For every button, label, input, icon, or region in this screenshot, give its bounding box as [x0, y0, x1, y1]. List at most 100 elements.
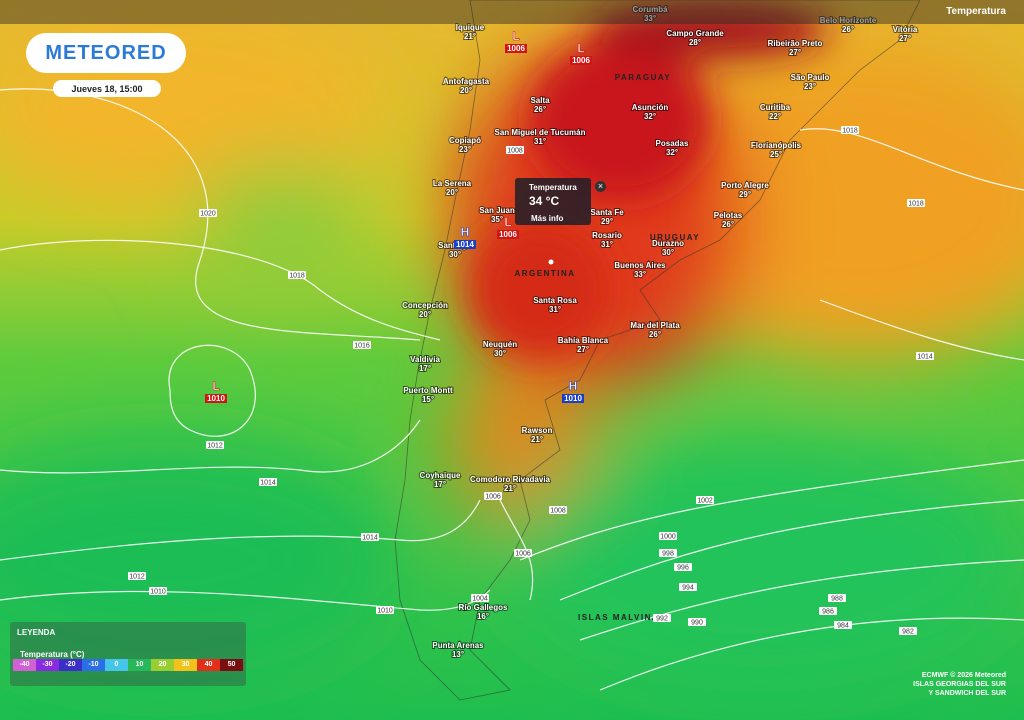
isobar-label: 1016: [354, 343, 370, 350]
logo[interactable]: METEORED: [26, 33, 186, 73]
attribution-line: ECMWF © 2026 Meteored: [921, 672, 1006, 679]
pressure-box: [570, 56, 592, 65]
city-temp: 21°: [504, 484, 516, 493]
city-temp: 32°: [644, 112, 656, 121]
legend[interactable]: LEYENDA Temperatura (°C) -40 -30 -20 -10 0 10…: [10, 622, 246, 686]
close-button[interactable]: ×: [595, 181, 606, 192]
city-name: Copiapó: [449, 136, 481, 145]
city-temp: 23°: [804, 82, 816, 91]
isobar-label-bg: [916, 352, 934, 360]
legend-tick: -10: [82, 659, 105, 671]
city-temp: 16°: [477, 612, 489, 621]
city-name: Puerto Montt: [403, 386, 453, 395]
isobar-label-bg: [514, 549, 532, 557]
pressure-type: H: [569, 379, 578, 393]
city-temp: 29°: [601, 217, 613, 226]
pressure-type: H: [461, 225, 470, 239]
city-temp: 30°: [494, 349, 506, 358]
city-name: Bahía Blanca: [558, 336, 609, 345]
isobar-label: 1002: [697, 498, 713, 505]
city-temp: 27°: [899, 34, 911, 43]
hot-core: [470, 0, 830, 360]
city-temp: 15°: [422, 395, 434, 404]
city-name: La Serena: [433, 179, 472, 188]
pressure-box: [454, 240, 476, 249]
isobar-label-bg: [819, 607, 837, 615]
city-name: Posadas: [656, 139, 689, 148]
isobar-label: 982: [902, 629, 914, 636]
pressure-type: L: [512, 29, 519, 43]
isobar-label: 1012: [207, 443, 223, 450]
isobar-label: 1012: [129, 574, 145, 581]
isobar-label-bg: [549, 506, 567, 514]
legend-bar: -40 -30 -20 -10 0 10 20 30 40 50: [13, 659, 243, 671]
isobar-label: 1018: [908, 201, 924, 208]
pressure-value: 1010: [207, 394, 225, 403]
legend-tick: 40: [197, 659, 220, 671]
city-temp: 26°: [649, 330, 661, 339]
city-temp: 21°: [464, 32, 476, 41]
isobar-label-bg: [353, 341, 371, 349]
city-name: Santa Fe: [590, 208, 624, 217]
coastline: [394, 0, 921, 701]
isobar-label-bg: [679, 583, 697, 591]
city-name: San Miguel de Tucumán: [495, 128, 586, 137]
isobar-label: 990: [691, 620, 703, 627]
more-info[interactable]: Más info: [531, 214, 564, 223]
city-name: Valdivia: [410, 355, 440, 364]
pressure-box: [497, 230, 519, 239]
isobar-label-bg: [288, 271, 306, 279]
city-temp: 23°: [459, 145, 471, 154]
city-temp: 27°: [789, 48, 801, 57]
city-temp: 20°: [446, 188, 458, 197]
legend-tick: -20: [59, 659, 82, 671]
country-label: ARGENTINA: [514, 269, 575, 278]
pressure-value: 1006: [572, 56, 590, 65]
city-name: Buenos Aires: [614, 261, 666, 270]
city-name: Punta Arenas: [432, 641, 484, 650]
isobar-label-bg: [206, 441, 224, 449]
pressure-type: L: [212, 379, 219, 393]
city-name: Salta: [530, 96, 550, 105]
isobar-label-bg: [376, 606, 394, 614]
date[interactable]: Jueves 18, 15:00: [53, 80, 161, 97]
city-name: Ribeirão Preto: [768, 39, 823, 48]
city-name: Florianópolis: [751, 141, 802, 150]
city-name: Campo Grande: [666, 29, 724, 38]
layer-name[interactable]: Temperatura: [946, 6, 1006, 17]
isobar-label: 1008: [507, 148, 523, 155]
pressure-type: L: [577, 41, 584, 55]
isobar-label: 1006: [485, 494, 501, 501]
isobar-label: 998: [662, 551, 674, 558]
isobar-label: 992: [656, 616, 668, 623]
isobar-label-bg: [199, 209, 217, 217]
isobar-label-bg: [506, 146, 524, 154]
city-temp: 13°: [452, 650, 464, 659]
city-temp: 31°: [534, 137, 546, 146]
isobar-label-bg: [659, 549, 677, 557]
city-name: Concepción: [402, 301, 448, 310]
city-temp: 28°: [689, 38, 701, 47]
legend-tick: 50: [220, 659, 243, 671]
city-temp: 21°: [531, 435, 543, 444]
city-name: Santa Rosa: [533, 296, 577, 305]
city-name: Mar del Plata: [630, 321, 680, 330]
city-name: Durazno: [652, 239, 684, 248]
country-label: PARAGUAY: [615, 73, 671, 82]
city-temp: 32°: [666, 148, 678, 157]
city-temp: 20°: [419, 310, 431, 319]
city-name: Coyhaique: [420, 471, 461, 480]
city-temp: 17°: [434, 480, 446, 489]
city-name: São Paulo: [791, 73, 830, 82]
city-temp: 26°: [722, 220, 734, 229]
city-temp: 35°: [491, 215, 503, 224]
popup-value: 34 °C: [529, 194, 560, 208]
city-name: Comodoro Rivadavia: [470, 475, 551, 484]
isobar-label: 1018: [842, 128, 858, 135]
pressure-box: [205, 394, 227, 403]
city-name: Belo Horizonte: [820, 16, 877, 25]
attribution: ECMWF © 2026 Meteored ISLAS GEORGIAS DEL …: [913, 671, 1006, 698]
pressure-value: 1006: [499, 230, 517, 239]
